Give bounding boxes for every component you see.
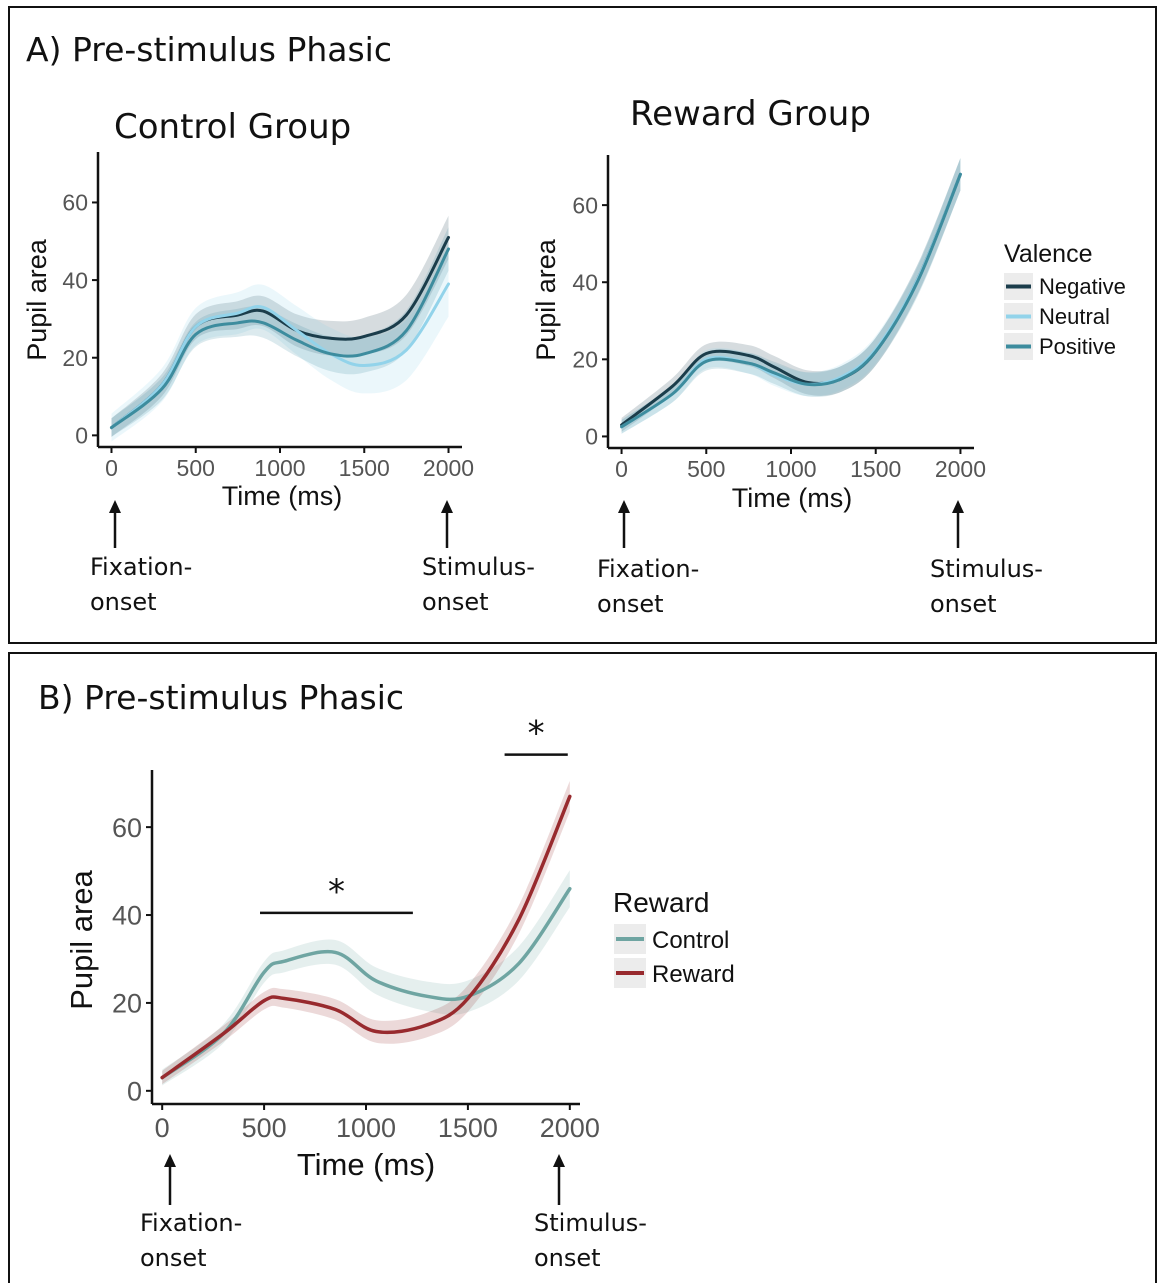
reward-group-chart-title: Reward Group [630, 94, 871, 134]
x-axis-label: Time (ms) [297, 1147, 435, 1182]
y-tick-label: 60 [62, 190, 88, 216]
control-series-line [160, 886, 572, 1080]
x-tick-label: 1500 [339, 455, 390, 481]
x-tick-label: 1000 [254, 455, 305, 481]
stimulus-onset-label-reward: Stimulus- onset [930, 552, 1043, 622]
legend-label-neutral: Neutral [1039, 304, 1110, 329]
x-tick-label: 500 [242, 1113, 287, 1143]
positive-confidence-band [621, 158, 961, 434]
x-tick-label: 1500 [850, 456, 901, 482]
y-tick-label: 20 [62, 345, 88, 371]
x-tick-label: 1000 [336, 1113, 396, 1143]
neutral-confidence-band [111, 251, 449, 442]
neutral-confidence-band [621, 158, 961, 434]
x-axis-label: Time (ms) [732, 483, 852, 513]
annotation-line: Stimulus- [534, 1209, 647, 1237]
fixation-onset-label: Fixation- onset [140, 1206, 242, 1276]
annotation-line: onset [597, 590, 664, 618]
legend-label-negative: Negative [1039, 274, 1126, 299]
annotation-line: Fixation- [90, 553, 193, 581]
legend-title: Reward [613, 887, 709, 918]
fixation-arrow-reward [618, 500, 630, 548]
legend-item-positive: Positive [1004, 333, 1116, 360]
annotation-line: Stimulus- [422, 553, 535, 581]
legend-label-positive: Positive [1039, 334, 1116, 359]
x-tick-label: 0 [615, 456, 628, 482]
legend-item-negative: Negative [1004, 273, 1126, 300]
fixation-onset-label-control: Fixation- onset [90, 550, 192, 620]
neutral-series-line [110, 282, 450, 430]
y-tick-label: 60 [572, 192, 598, 218]
positive-series-line [110, 247, 450, 430]
annotation-line: onset [930, 590, 997, 618]
stimulus-arrow [553, 1154, 565, 1205]
panel-b [8, 652, 1157, 1283]
annotation-line: onset [422, 588, 489, 616]
y-tick-label: 0 [585, 424, 598, 450]
panel-a-title: A) Pre-stimulus Phasic [26, 30, 392, 69]
stimulus-onset-label-control: Stimulus- onset [422, 550, 535, 620]
legend-item-control: Control [614, 924, 729, 954]
panel-b-title: B) Pre-stimulus Phasic [38, 678, 405, 717]
annotation-line: Stimulus- [930, 555, 1043, 583]
x-tick-label: 500 [687, 456, 725, 482]
stimulus-onset-label: Stimulus- onset [534, 1206, 647, 1276]
annotation-line: onset [534, 1244, 601, 1272]
y-tick-label: 0 [127, 1077, 142, 1107]
negative-confidence-band [621, 158, 961, 432]
y-tick-label: 0 [75, 423, 88, 449]
control-group-chart-title: Control Group [114, 107, 352, 147]
y-tick-label: 20 [112, 989, 142, 1019]
negative-confidence-band [111, 215, 449, 437]
x-tick-label: 1500 [438, 1113, 498, 1143]
annotation-line: onset [90, 588, 157, 616]
stimulus-arrow-reward [952, 500, 964, 548]
reward-confidence-band [162, 781, 570, 1085]
y-axis-label: Pupil area [22, 238, 52, 361]
y-axis-label: Pupil area [64, 869, 99, 1009]
x-axis-label: Time (ms) [222, 481, 342, 511]
positive-series-line [620, 172, 962, 429]
annotation-line: Fixation- [140, 1209, 243, 1237]
x-tick-label: 2000 [540, 1113, 600, 1143]
fixation-arrow-control [109, 500, 121, 548]
legend-title: Valence [1004, 240, 1093, 268]
fixation-arrow [164, 1154, 176, 1205]
x-tick-label: 0 [155, 1113, 170, 1143]
y-tick-label: 40 [62, 267, 88, 293]
y-axis-label: Pupil area [531, 238, 561, 361]
significance-asterisk: * [328, 872, 345, 912]
x-tick-label: 2000 [935, 456, 986, 482]
legend-label-control: Control [652, 927, 729, 954]
annotation-line: onset [140, 1244, 207, 1272]
y-tick-label: 20 [572, 347, 598, 373]
legend-item-reward: Reward [614, 958, 735, 988]
y-tick-label: 60 [112, 813, 142, 843]
significance-asterisk: * [528, 714, 545, 754]
x-tick-label: 2000 [423, 455, 474, 481]
x-tick-label: 1000 [765, 456, 816, 482]
reward-series-line [160, 794, 572, 1080]
legend-label-reward: Reward [652, 961, 735, 988]
stimulus-arrow-control [441, 500, 453, 548]
y-tick-label: 40 [572, 270, 598, 296]
fixation-onset-label-reward: Fixation- onset [597, 552, 699, 622]
legend-item-neutral: Neutral [1004, 303, 1110, 330]
x-tick-label: 0 [105, 455, 118, 481]
y-tick-label: 40 [112, 901, 142, 931]
control-confidence-band [162, 870, 570, 1086]
x-tick-label: 500 [177, 455, 215, 481]
annotation-line: Fixation- [597, 555, 700, 583]
